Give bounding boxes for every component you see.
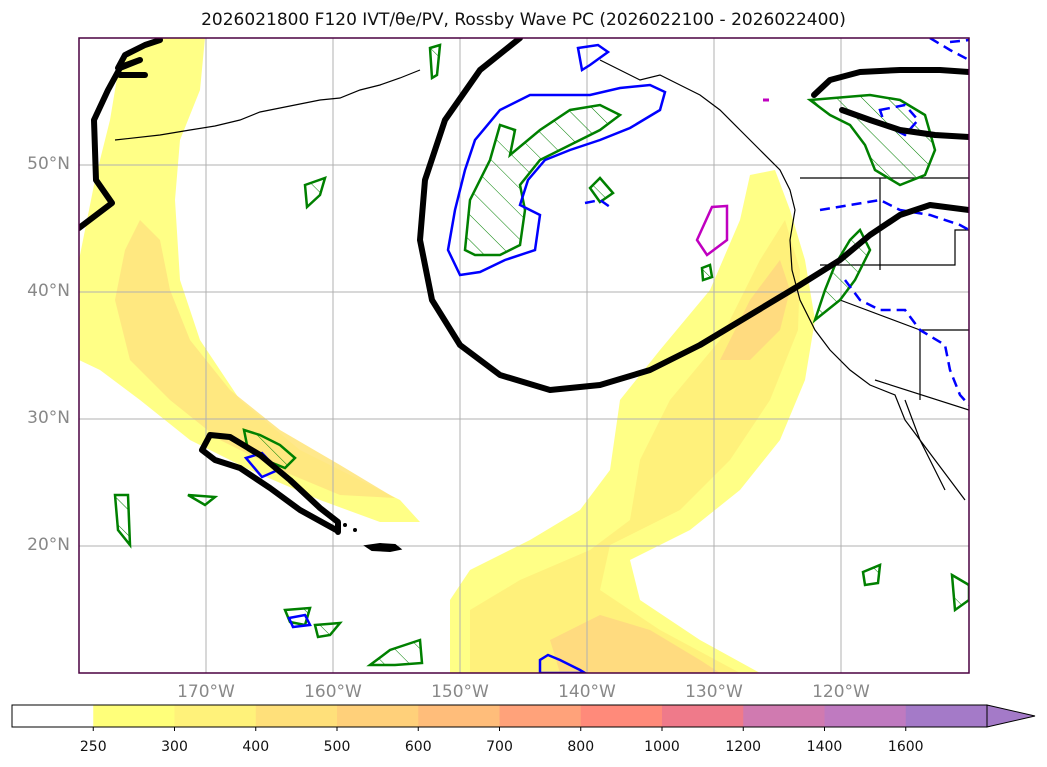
lon-label: 160°W [304, 682, 362, 702]
colorbar-segment [93, 705, 175, 727]
colorbar-segment [12, 705, 94, 727]
island-dot [343, 523, 347, 527]
colorbar-label: 1400 [806, 739, 843, 755]
colorbar-segment [499, 705, 582, 727]
lon-label: 150°W [431, 682, 489, 702]
colorbar-label: 700 [486, 739, 513, 755]
lon-label: 140°W [558, 682, 616, 702]
colorbar-label: 300 [161, 739, 188, 755]
colorbar-label: 1000 [644, 739, 680, 755]
colorbar-segment [824, 705, 907, 727]
colorbar [11, 704, 1036, 731]
graticule [79, 38, 969, 673]
colorbar-extend-arrow [986, 704, 1036, 728]
colorbar-segment [337, 705, 419, 727]
colorbar-segment [905, 705, 988, 727]
lon-label: 130°W [685, 682, 743, 702]
hawaii-islands [363, 542, 403, 553]
ivt-plume-west-outer [79, 38, 420, 522]
chart-title: 2026021800 F120 IVT/θe/PV, Rossby Wave P… [201, 10, 846, 30]
green-contours [113, 43, 969, 667]
colorbar-label: 1600 [887, 739, 924, 755]
colorbar-segment [418, 705, 500, 727]
colorbar-label: 500 [323, 739, 351, 755]
lat-label: 20°N [27, 535, 70, 555]
ivt-plume-east-mid [470, 220, 800, 673]
colorbar-label: 800 [567, 739, 595, 755]
map-frame [78, 37, 970, 674]
colorbar-segment [580, 705, 663, 727]
lat-label: 30°N [27, 408, 70, 428]
colorbar-segment [662, 705, 744, 727]
blue-dashed-contours [584, 38, 969, 406]
colorbar-segment [743, 705, 825, 727]
magenta-contour [695, 204, 729, 257]
lon-label: 170°W [177, 682, 235, 702]
colorbar-segment [174, 705, 257, 727]
colorbar-label: 1200 [725, 739, 762, 755]
colorbar-label: 600 [404, 739, 432, 755]
lat-label: 40°N [27, 281, 70, 301]
lon-label: 120°W [812, 682, 870, 702]
map-panel [78, 37, 970, 674]
colorbar-label: 250 [79, 739, 107, 755]
ivt-plume-east-outer [450, 170, 815, 673]
ivt-plume-east-inner [550, 260, 790, 673]
colorbar-label: 400 [242, 739, 270, 755]
rossby-wave-contours [79, 38, 969, 535]
colorbar-segment [255, 705, 338, 727]
lat-label: 50°N [27, 154, 70, 174]
island-dot [353, 528, 357, 532]
